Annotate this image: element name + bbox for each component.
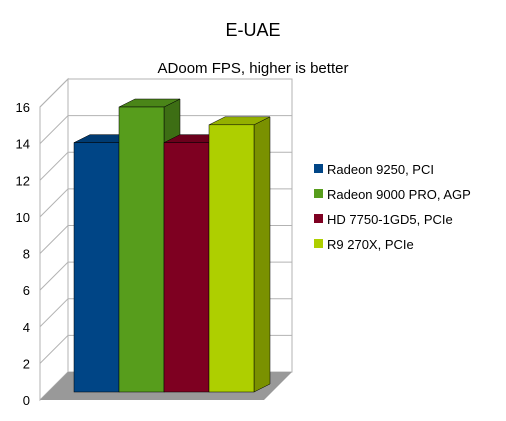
- y-tick-label: 0: [23, 393, 30, 408]
- legend-item: Radeon 9000 PRO, AGP: [314, 187, 471, 202]
- legend-label: HD 7750-1GD5, PCIe: [327, 212, 453, 227]
- y-tick-label: 4: [23, 320, 30, 335]
- gridline: [39, 78, 292, 108]
- legend-swatch: [314, 164, 323, 173]
- bar-front: [73, 142, 120, 393]
- legend-swatch: [314, 214, 323, 223]
- bar: [208, 116, 271, 393]
- bar-front: [118, 106, 165, 393]
- bar-front: [208, 124, 255, 393]
- legend-label: R9 270X, PCIe: [327, 237, 414, 252]
- gridline: [39, 115, 292, 144]
- y-tick-label: 16: [16, 100, 30, 115]
- legend-item: R9 270X, PCIe: [314, 237, 414, 252]
- bar-side: [253, 116, 271, 393]
- y-tick-label: 8: [23, 247, 30, 262]
- bar-front: [163, 142, 210, 393]
- y-tick-label: 12: [16, 173, 30, 188]
- legend-item: Radeon 9250, PCI: [314, 162, 434, 177]
- bars: [73, 98, 271, 393]
- y-tick-label: 6: [23, 283, 30, 298]
- legend-label: Radeon 9000 PRO, AGP: [327, 187, 471, 202]
- chart-title: E-UAE: [225, 20, 281, 40]
- legend-item: HD 7750-1GD5, PCIe: [314, 212, 453, 227]
- legend-label: Radeon 9250, PCI: [327, 162, 434, 177]
- y-tick-label: 14: [16, 137, 30, 152]
- chart-subtitle: ADoom FPS, higher is better: [157, 60, 349, 77]
- legend: Radeon 9250, PCI Radeon 9000 PRO, AGP HD 7…: [314, 162, 471, 252]
- y-axis: 0 2 4 6 8 10 12 14 16: [16, 100, 30, 408]
- legend-swatch: [314, 239, 323, 248]
- y-tick-label: 10: [16, 210, 30, 225]
- legend-swatch: [314, 189, 323, 198]
- y-tick-label: 2: [23, 356, 30, 371]
